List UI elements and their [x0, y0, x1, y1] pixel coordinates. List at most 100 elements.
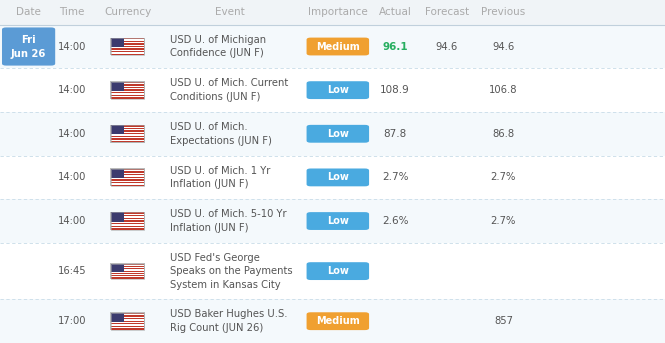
Text: 96.1: 96.1	[382, 42, 408, 51]
FancyBboxPatch shape	[111, 92, 144, 93]
Text: Event: Event	[215, 7, 244, 17]
Text: 14:00: 14:00	[58, 216, 86, 226]
FancyBboxPatch shape	[307, 38, 369, 56]
FancyBboxPatch shape	[111, 48, 144, 50]
Text: 14:00: 14:00	[58, 42, 86, 51]
Text: 87.8: 87.8	[384, 129, 406, 139]
FancyBboxPatch shape	[111, 125, 124, 134]
FancyBboxPatch shape	[111, 38, 144, 39]
FancyBboxPatch shape	[307, 312, 369, 330]
FancyBboxPatch shape	[111, 174, 144, 175]
Text: Low: Low	[327, 173, 348, 182]
FancyBboxPatch shape	[111, 169, 124, 178]
FancyBboxPatch shape	[111, 218, 144, 219]
Text: 108.9: 108.9	[380, 85, 410, 95]
Text: 106.8: 106.8	[489, 85, 517, 95]
Text: USD U. of Mich. 1 Yr
Inflation (JUN F): USD U. of Mich. 1 Yr Inflation (JUN F)	[170, 166, 270, 189]
Text: Medium: Medium	[316, 42, 360, 51]
FancyBboxPatch shape	[111, 315, 144, 317]
FancyBboxPatch shape	[111, 82, 144, 99]
Text: Low: Low	[327, 266, 348, 276]
FancyBboxPatch shape	[111, 136, 144, 137]
Text: 17:00: 17:00	[58, 316, 86, 326]
FancyBboxPatch shape	[307, 125, 369, 143]
FancyBboxPatch shape	[111, 320, 144, 322]
Text: USD Fed's George
Speaks on the Payments
System in Kansas City: USD Fed's George Speaks on the Payments …	[170, 252, 292, 290]
FancyBboxPatch shape	[110, 125, 145, 143]
FancyBboxPatch shape	[0, 0, 665, 25]
FancyBboxPatch shape	[0, 112, 665, 156]
FancyBboxPatch shape	[111, 40, 144, 42]
FancyBboxPatch shape	[111, 185, 144, 186]
FancyBboxPatch shape	[110, 38, 145, 56]
FancyBboxPatch shape	[111, 179, 144, 181]
FancyBboxPatch shape	[111, 277, 144, 279]
Text: 86.8: 86.8	[492, 129, 515, 139]
Text: Low: Low	[327, 129, 348, 139]
FancyBboxPatch shape	[111, 125, 144, 142]
Text: USD U. of Mich. 5-10 Yr
Inflation (JUN F): USD U. of Mich. 5-10 Yr Inflation (JUN F…	[170, 209, 286, 233]
Text: Date: Date	[16, 7, 41, 17]
FancyBboxPatch shape	[111, 54, 144, 55]
FancyBboxPatch shape	[0, 25, 665, 68]
FancyBboxPatch shape	[307, 212, 369, 230]
Text: USD U. of Michigan
Confidence (JUN F): USD U. of Michigan Confidence (JUN F)	[170, 35, 266, 58]
Text: Medium: Medium	[316, 316, 360, 326]
FancyBboxPatch shape	[111, 133, 144, 134]
Text: USD Baker Hughes U.S.
Rig Count (JUN 26): USD Baker Hughes U.S. Rig Count (JUN 26)	[170, 309, 287, 333]
FancyBboxPatch shape	[111, 130, 144, 132]
FancyBboxPatch shape	[2, 27, 55, 66]
FancyBboxPatch shape	[0, 156, 665, 199]
FancyBboxPatch shape	[111, 323, 144, 324]
FancyBboxPatch shape	[110, 81, 145, 99]
Text: Low: Low	[327, 216, 348, 226]
FancyBboxPatch shape	[111, 38, 124, 47]
Text: 14:00: 14:00	[58, 173, 86, 182]
Text: 94.6: 94.6	[492, 42, 515, 51]
FancyBboxPatch shape	[111, 263, 144, 265]
FancyBboxPatch shape	[111, 128, 144, 129]
FancyBboxPatch shape	[111, 212, 124, 222]
FancyBboxPatch shape	[111, 38, 144, 55]
Text: 2.6%: 2.6%	[382, 216, 408, 226]
FancyBboxPatch shape	[111, 82, 144, 83]
FancyBboxPatch shape	[110, 212, 145, 230]
FancyBboxPatch shape	[111, 51, 144, 52]
FancyBboxPatch shape	[111, 46, 144, 47]
Text: 857: 857	[494, 316, 513, 326]
FancyBboxPatch shape	[111, 312, 144, 330]
FancyBboxPatch shape	[111, 228, 144, 229]
Text: Currency: Currency	[104, 7, 152, 17]
Text: 2.7%: 2.7%	[491, 216, 516, 226]
FancyBboxPatch shape	[307, 168, 369, 186]
FancyBboxPatch shape	[307, 81, 369, 99]
Text: Low: Low	[327, 85, 348, 95]
FancyBboxPatch shape	[111, 312, 144, 314]
FancyBboxPatch shape	[110, 168, 145, 186]
FancyBboxPatch shape	[111, 268, 144, 269]
Text: USD U. of Mich.
Expectations (JUN F): USD U. of Mich. Expectations (JUN F)	[170, 122, 271, 145]
Text: 2.7%: 2.7%	[491, 173, 516, 182]
FancyBboxPatch shape	[111, 90, 144, 91]
FancyBboxPatch shape	[111, 226, 144, 227]
FancyBboxPatch shape	[111, 263, 124, 272]
FancyBboxPatch shape	[307, 262, 369, 280]
FancyBboxPatch shape	[111, 266, 144, 267]
Text: Importance: Importance	[308, 7, 368, 17]
FancyBboxPatch shape	[111, 138, 144, 140]
FancyBboxPatch shape	[0, 199, 665, 243]
FancyBboxPatch shape	[0, 243, 665, 299]
FancyBboxPatch shape	[111, 329, 144, 330]
FancyBboxPatch shape	[111, 212, 144, 229]
FancyBboxPatch shape	[111, 97, 144, 99]
FancyBboxPatch shape	[111, 95, 144, 96]
Text: USD U. of Mich. Current
Conditions (JUN F): USD U. of Mich. Current Conditions (JUN …	[170, 78, 288, 102]
FancyBboxPatch shape	[111, 141, 144, 142]
Text: 16:45: 16:45	[57, 266, 86, 276]
Text: Forecast: Forecast	[425, 7, 469, 17]
Text: Fri
Jun 26: Fri Jun 26	[11, 35, 47, 59]
Text: Previous: Previous	[481, 7, 525, 17]
FancyBboxPatch shape	[110, 263, 145, 279]
Text: 14:00: 14:00	[58, 129, 86, 139]
FancyBboxPatch shape	[0, 299, 665, 343]
